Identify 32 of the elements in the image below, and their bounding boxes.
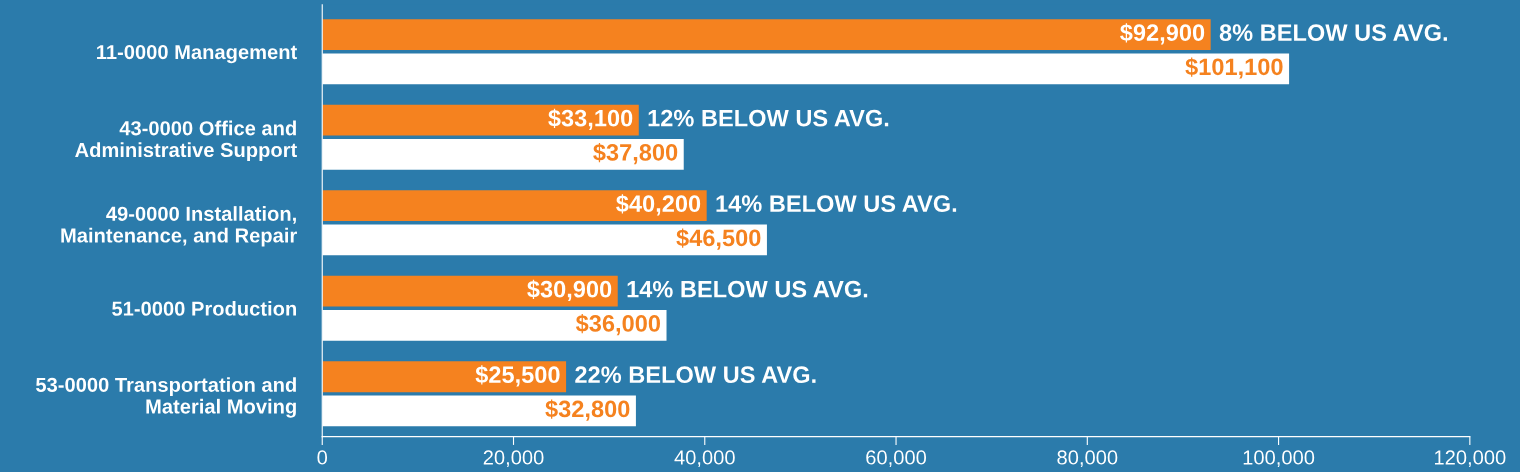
x-tick-label: 80,000 <box>1057 450 1118 467</box>
bar <box>322 19 1211 51</box>
annotation: 14% BELOW US AVG. <box>716 195 957 213</box>
data-label: $25,500 <box>475 365 560 387</box>
bar <box>322 104 639 136</box>
data-label: $40,200 <box>616 194 701 216</box>
annotation: 12% BELOW US AVG. <box>648 109 889 127</box>
y-tick-label: 49-0000 Installation, Maintenance, and Repair <box>61 206 297 247</box>
data-label: $33,100 <box>548 108 633 130</box>
y-tick-label: 11-0000 Management <box>97 44 298 64</box>
x-tick-label: 100,000 <box>1243 450 1315 467</box>
bar <box>322 361 567 393</box>
x-tick-label: 0 <box>317 450 328 465</box>
data-label: $37,800 <box>593 142 678 165</box>
bar <box>322 190 707 222</box>
data-label: $30,900 <box>527 279 612 301</box>
data-label: $101,100 <box>1185 57 1283 79</box>
y-tick-label: 51-0000 Production <box>112 301 297 316</box>
data-label: $32,800 <box>545 399 630 421</box>
data-label: $36,000 <box>575 314 661 336</box>
x-tick-label: 120,000 <box>1434 450 1506 467</box>
y-tick-label: 53-0000 Transportation and Material Moving <box>35 377 296 418</box>
x-tick-label: 40,000 <box>674 450 735 467</box>
bar <box>322 275 618 307</box>
annotation: 8% BELOW US AVG. <box>1219 24 1447 41</box>
x-tick-label: 60,000 <box>866 450 927 467</box>
annotation: 22% BELOW US AVG. <box>575 366 816 384</box>
x-tick-label: 20,000 <box>483 450 544 467</box>
data-label: $92,900 <box>1120 23 1205 45</box>
y-tick-label: 43-0000 Office and Administrative Support <box>75 120 297 162</box>
data-label: $46,500 <box>676 228 761 250</box>
annotation: 14% BELOW US AVG. <box>627 280 868 298</box>
